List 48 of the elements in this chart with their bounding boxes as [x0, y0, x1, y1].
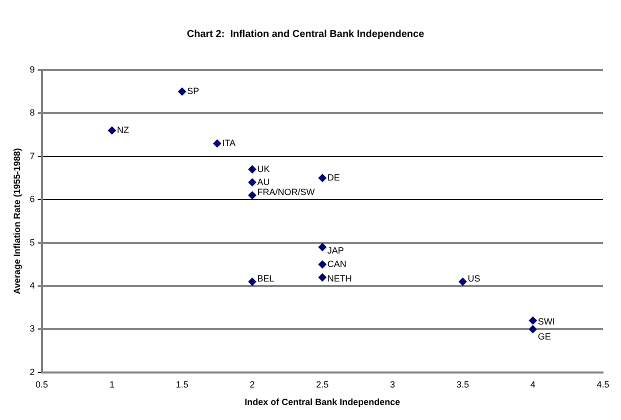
- point: [248, 178, 256, 186]
- x-axis-title: Index of Central Bank Independence: [244, 397, 400, 408]
- x-tick-label: 1.5: [176, 379, 188, 390]
- y-tick-label: 4: [30, 280, 35, 290]
- point: [248, 278, 256, 286]
- y-tick-label: 7: [30, 150, 35, 161]
- point: [248, 165, 256, 174]
- point: [318, 273, 326, 282]
- y-tick-label: 9: [30, 64, 35, 74]
- point: [528, 325, 537, 334]
- annotation: NETH: [327, 273, 352, 284]
- point: [318, 243, 326, 252]
- x-tick-label: 2.5: [316, 379, 329, 390]
- point: [108, 126, 116, 134]
- point: [178, 88, 186, 96]
- annotation: CAN: [327, 258, 346, 269]
- y-tick-label: 3: [30, 324, 35, 334]
- chart-title: Chart 2: Inflation and Central Bank Independence: [186, 28, 425, 40]
- annotation: SWI: [538, 316, 555, 327]
- annotation: NZ: [116, 124, 130, 135]
- annotation: GE: [538, 332, 551, 342]
- x-tick-label: 3.5: [456, 379, 469, 390]
- point: [318, 260, 326, 268]
- x-tick-label: 4.5: [596, 379, 610, 390]
- y-axis-title: Average Inflation Rate (1955-1988): [12, 148, 22, 294]
- annotation: SP: [187, 86, 200, 96]
- y-tick-label: 8: [30, 108, 35, 118]
- point: [248, 191, 256, 200]
- annotation: AU: [257, 176, 270, 187]
- y-tick-label: 2: [30, 366, 35, 377]
- x-tick-label: 1: [109, 379, 114, 390]
- annotation: JAP: [327, 245, 344, 256]
- annotation: US: [468, 273, 480, 284]
- point: [213, 139, 222, 148]
- x-tick-label: 2: [250, 379, 255, 390]
- annotation: UK: [257, 164, 270, 174]
- annotation: DE: [327, 172, 340, 182]
- annotation: BEL: [257, 273, 274, 284]
- annotation: FRA/NOR/SW: [257, 187, 316, 198]
- point: [458, 278, 467, 286]
- x-tick-label: 0.5: [36, 379, 48, 390]
- point: [318, 174, 326, 182]
- x-tick-label: 4: [530, 379, 536, 390]
- point: [528, 316, 537, 325]
- y-tick-label: 5: [30, 237, 35, 248]
- annotation: ITA: [222, 138, 236, 148]
- x-tick-label: 3: [390, 379, 396, 390]
- y-tick-label: 6: [30, 194, 35, 204]
